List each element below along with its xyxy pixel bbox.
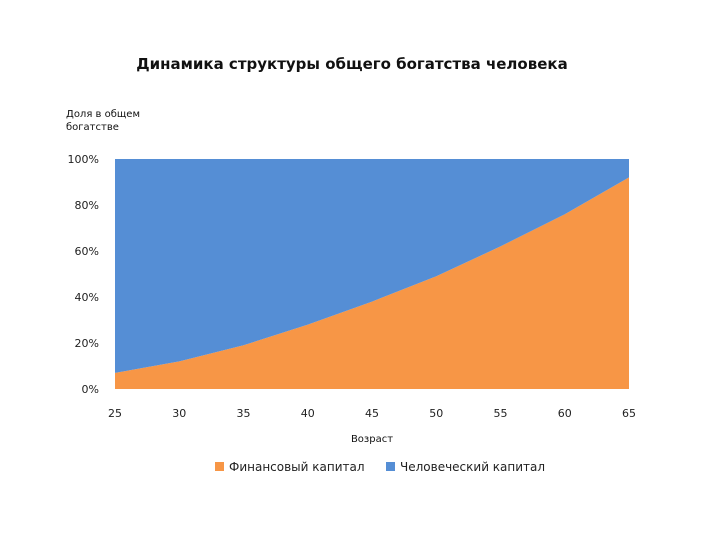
- x-tick-label: 65: [622, 407, 636, 420]
- y-tick-label: 0%: [82, 383, 99, 396]
- legend-swatch-human: [386, 462, 395, 471]
- y-axis-ticks: 0% 20% 40% 60% 80% 100%: [68, 153, 99, 396]
- legend: Финансовый капитал Человеческий капитал: [215, 460, 545, 474]
- legend-label-human: Человеческий капитал: [400, 460, 545, 474]
- x-tick-label: 45: [365, 407, 379, 420]
- x-tick-label: 50: [429, 407, 443, 420]
- chart-title: Динамика структуры общего богатства чело…: [136, 55, 567, 73]
- x-tick-label: 25: [108, 407, 122, 420]
- y-axis-label-line-1: Доля в общем: [66, 109, 140, 120]
- x-axis-label: Возраст: [351, 434, 393, 445]
- y-tick-label: 100%: [68, 153, 99, 166]
- area-series-0: [115, 177, 629, 389]
- legend-label-financial: Финансовый капитал: [229, 460, 365, 474]
- x-tick-label: 35: [237, 407, 251, 420]
- x-tick-label: 55: [494, 407, 508, 420]
- x-axis-ticks: 25 30 35 40 45 50 55 60 65: [108, 407, 636, 420]
- y-tick-label: 20%: [75, 337, 99, 350]
- x-tick-label: 40: [301, 407, 315, 420]
- x-tick-label: 30: [172, 407, 186, 420]
- plot-area: [115, 159, 629, 389]
- y-tick-label: 80%: [75, 199, 99, 212]
- y-tick-label: 60%: [75, 245, 99, 258]
- x-tick-label: 60: [558, 407, 572, 420]
- y-axis-label-line-2: богатстве: [66, 122, 119, 133]
- y-tick-label: 40%: [75, 291, 99, 304]
- area-series-1: [115, 159, 629, 373]
- legend-swatch-financial: [215, 462, 224, 471]
